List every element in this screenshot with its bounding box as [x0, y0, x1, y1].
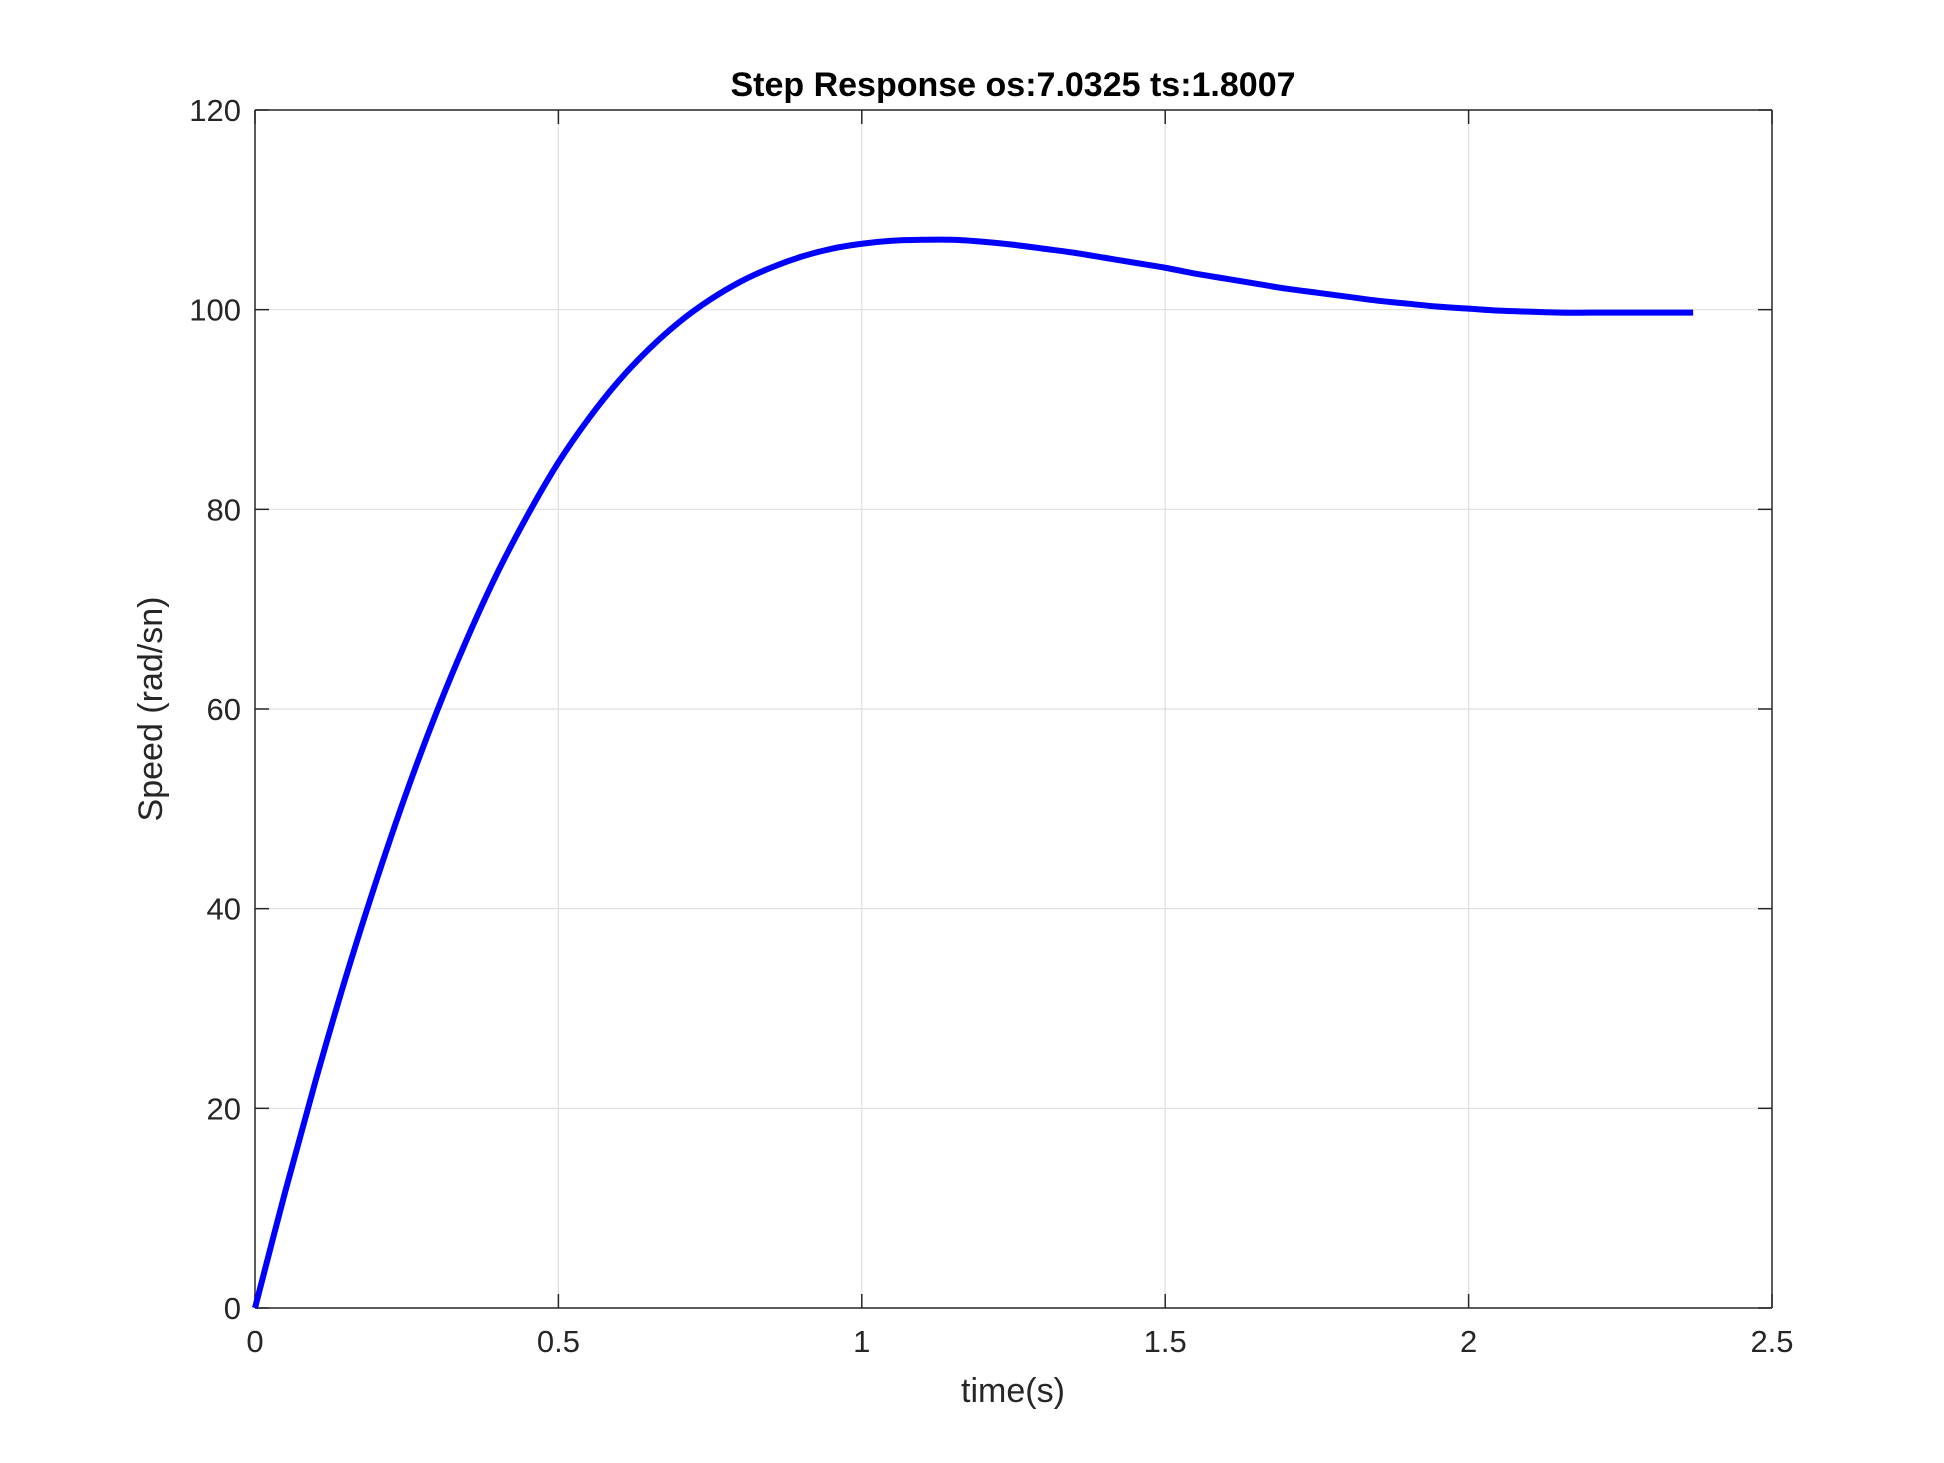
axes: [254, 109, 1773, 1309]
x-axis-label: time(s): [961, 1372, 1065, 1410]
series-line-0: [252, 236, 1694, 1309]
y-tick-label-0: 0: [224, 1291, 241, 1326]
y-tick-label-1: 20: [207, 1091, 241, 1126]
y-tick-label-6: 120: [189, 93, 241, 128]
x-tick-label-0: 0: [246, 1324, 263, 1359]
x-tick-label-2: 1: [853, 1324, 870, 1359]
tick-labels: 0 0.5 1 1.5 2 2.5 0 20 40 60 80 100 120: [189, 93, 1793, 1359]
x-tick-label-5: 2.5: [1750, 1324, 1793, 1359]
y-axis-label: Speed (rad/sn): [132, 597, 170, 822]
x-tick-label-3: 1.5: [1144, 1324, 1187, 1359]
y-tick-label-4: 80: [207, 492, 241, 527]
y-tick-label-3: 60: [207, 692, 241, 727]
chart-title: Step Response os:7.0325 ts:1.8007: [730, 66, 1295, 104]
y-tick-label-2: 40: [207, 892, 241, 927]
x-tick-label-1: 0.5: [537, 1324, 580, 1359]
series-layer: [252, 236, 1694, 1309]
y-tick-label-5: 100: [189, 293, 241, 328]
x-tick-label-4: 2: [1460, 1324, 1477, 1359]
